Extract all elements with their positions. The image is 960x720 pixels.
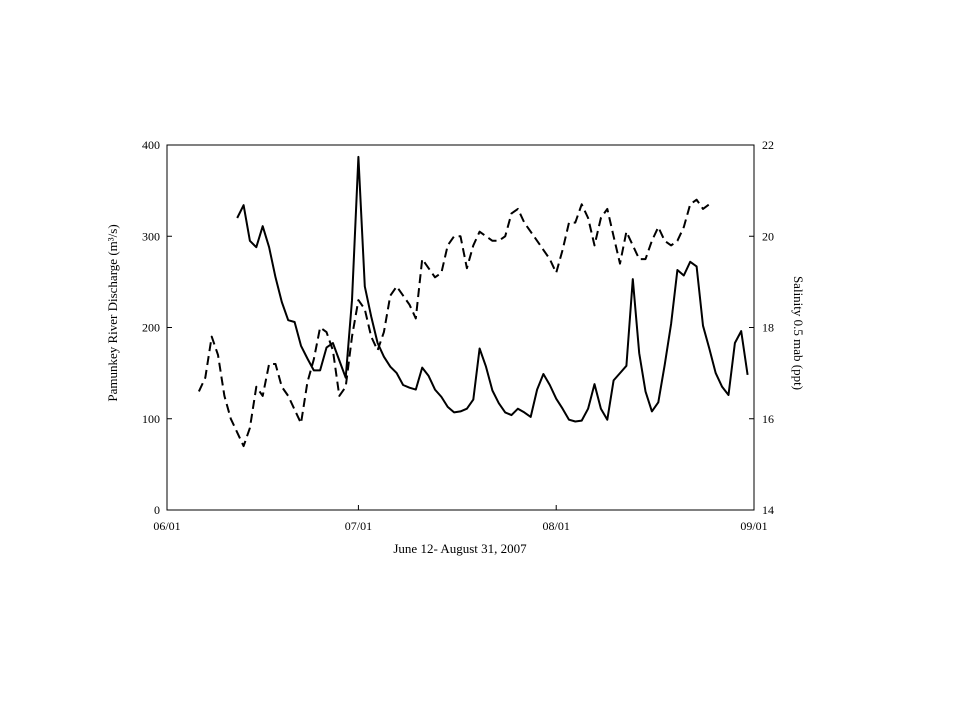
salinity-series-line	[197, 198, 710, 448]
x-axis-title: June 12- August 31, 2007	[393, 541, 527, 556]
left-y-axis-title: Pamunkey River Discharge (m³/s)	[105, 224, 120, 401]
right-y-tick-label: 18	[762, 321, 774, 335]
left-y-tick-label: 200	[142, 321, 160, 335]
left-y-tick-label: 400	[142, 138, 160, 152]
right-y-axis: 14 16 18 20 22	[749, 138, 774, 517]
right-y-tick-label: 20	[762, 229, 774, 243]
x-tick-label: 08/01	[543, 519, 570, 533]
series-layer	[197, 155, 749, 448]
left-y-tick-label: 100	[142, 412, 160, 426]
left-y-tick-label: 300	[142, 229, 160, 243]
x-tick-label: 09/01	[740, 519, 767, 533]
right-y-tick-label: 16	[762, 412, 774, 426]
right-y-axis-title: Salinity 0.5 mab (ppt)	[791, 276, 806, 390]
discharge-series-line	[236, 155, 749, 423]
right-y-tick-label: 14	[762, 503, 774, 517]
plot-frame	[166, 144, 755, 511]
left-y-axis: 0 100 200 300 400	[142, 138, 172, 517]
left-y-tick-label: 0	[154, 503, 160, 517]
x-tick-label: 06/01	[153, 519, 180, 533]
plot-area-border	[166, 144, 755, 511]
x-tick-label: 07/01	[345, 519, 372, 533]
right-y-tick-label: 22	[762, 138, 774, 152]
x-axis: 06/01 07/01 08/01 09/01	[153, 505, 768, 533]
